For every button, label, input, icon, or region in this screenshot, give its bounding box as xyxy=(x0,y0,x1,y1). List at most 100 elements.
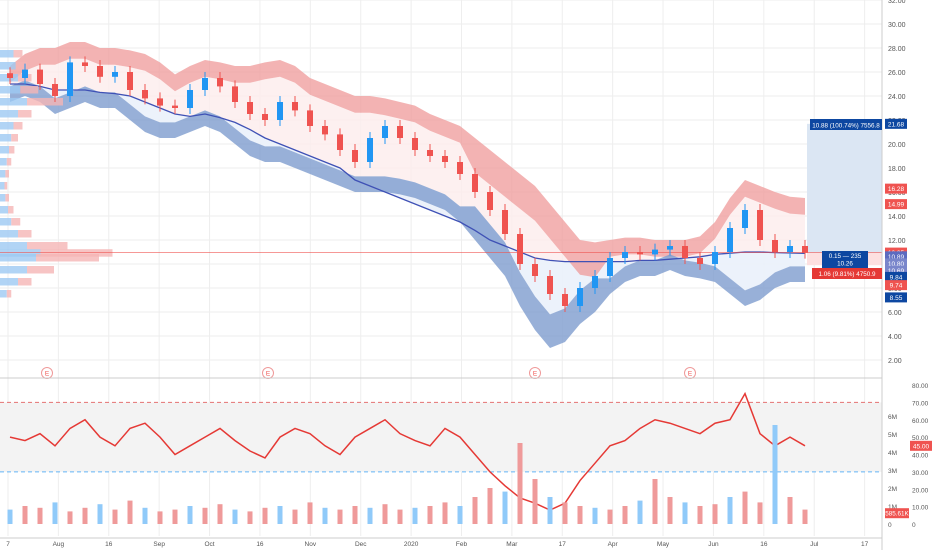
candle-body xyxy=(262,114,268,120)
candle-body xyxy=(742,210,748,228)
volume-bar xyxy=(592,507,598,524)
candle-body xyxy=(172,105,178,108)
volume-bar xyxy=(52,502,58,524)
price-tick-label: 24.00 xyxy=(888,94,906,101)
candle-body xyxy=(487,192,493,210)
time-tick-label: Jul xyxy=(810,541,819,548)
range-label-box xyxy=(822,251,868,268)
volume-profile-sell-bar xyxy=(27,242,68,250)
time-tick-label: Sep xyxy=(153,541,165,548)
earnings-marker-label: E xyxy=(45,371,50,378)
candle-body xyxy=(112,72,118,77)
volume-bar xyxy=(337,509,343,524)
volume-profile-sell-bar xyxy=(13,122,23,130)
volume-bar xyxy=(352,506,358,524)
volume-profile-buy-bar xyxy=(0,230,18,238)
candle-body xyxy=(307,110,313,126)
volume-bar xyxy=(742,491,748,524)
volume-profile-sell-bar xyxy=(8,206,14,214)
price-tick-label: 4.00 xyxy=(888,334,902,341)
candle-body xyxy=(277,102,283,120)
candle-body xyxy=(607,258,613,276)
volume-bar xyxy=(232,509,238,524)
rsi-tick-label: 20.00 xyxy=(912,487,929,494)
price-tick-label: 26.00 xyxy=(888,70,906,77)
price-axis-value-box xyxy=(885,258,907,269)
price-axis-value: 9.74 xyxy=(890,283,903,290)
projection-bottom-label: 1.06 (9.81%) 4750.9 xyxy=(818,271,876,278)
volume-bar xyxy=(547,497,553,524)
price-tick-label: 12.00 xyxy=(888,238,906,245)
volume-bar xyxy=(292,509,298,524)
volume-profile-buy-bar xyxy=(0,62,16,70)
volume-bar xyxy=(97,504,103,524)
volume-profile-buy-bar xyxy=(0,242,27,250)
volume-bar xyxy=(712,504,718,524)
volume-bar xyxy=(622,506,628,524)
candle-body xyxy=(37,69,43,84)
volume-tick-label: 5M xyxy=(888,432,897,439)
price-axis-value-box xyxy=(885,118,907,129)
candle-body xyxy=(232,86,238,102)
candle-body xyxy=(97,66,103,77)
time-tick-label: 16 xyxy=(105,541,113,548)
candle-body xyxy=(427,150,433,156)
candle-body xyxy=(67,62,73,96)
time-tick-label: 17 xyxy=(559,541,567,548)
candle-body xyxy=(517,234,523,264)
time-tick-label: Nov xyxy=(305,541,317,548)
volume-bar xyxy=(202,507,208,524)
volume-bar xyxy=(307,502,313,524)
rsi-tick-label: 60.00 xyxy=(912,418,929,425)
candle-body xyxy=(547,276,553,294)
volume-tick-label: 3M xyxy=(888,468,897,475)
volume-profile-buy-bar xyxy=(0,86,21,94)
time-tick-label: 16 xyxy=(256,541,264,548)
rsi-tick-label: 40.00 xyxy=(912,453,929,460)
candle-body xyxy=(637,252,643,255)
price-axis-value: 14.99 xyxy=(888,202,905,209)
volume-bar xyxy=(472,497,478,524)
volume-profile-sell-bar xyxy=(36,254,99,262)
candle-body xyxy=(712,252,718,264)
candle-body xyxy=(592,276,598,288)
volume-profile-buy-bar xyxy=(0,206,9,214)
volume-bar xyxy=(157,511,163,524)
volume-bar xyxy=(667,497,673,524)
volume-profile-buy-bar xyxy=(0,110,18,118)
candle-body xyxy=(802,246,808,253)
volume-profile-sell-bar xyxy=(18,110,32,118)
time-tick-label: Jun xyxy=(708,541,719,548)
volume-bar xyxy=(772,425,778,524)
volume-bar xyxy=(142,507,148,524)
volume-bar xyxy=(112,509,118,524)
candle-body xyxy=(7,73,13,78)
range-label-line2: 10.26 xyxy=(837,261,853,268)
time-tick-label: Apr xyxy=(608,541,619,548)
candle-body xyxy=(652,249,658,255)
volume-bar xyxy=(247,511,253,524)
candle-body xyxy=(382,126,388,138)
volume-bar xyxy=(217,504,223,524)
volume-profile-sell-bar xyxy=(18,230,32,238)
volume-bar xyxy=(7,509,13,524)
volume-profile-buy-bar xyxy=(0,170,6,178)
volume-tick-label: 0 xyxy=(888,522,892,529)
candle-body xyxy=(202,78,208,90)
price-axis-value-box xyxy=(885,271,907,282)
volume-bar xyxy=(22,506,28,524)
time-tick-label: Dec xyxy=(355,541,367,548)
candle-body xyxy=(127,72,133,90)
candle-body xyxy=(142,90,148,99)
candle-body xyxy=(367,138,373,162)
volume-profile-sell-bar xyxy=(4,182,8,190)
volume-bar xyxy=(517,443,523,524)
candle-body xyxy=(622,252,628,258)
candle-body xyxy=(682,246,688,258)
price-tick-label: 32.00 xyxy=(888,0,906,5)
volume-profile-sell-bar xyxy=(5,170,9,178)
volume-profile-sell-bar xyxy=(20,86,39,94)
volume-profile-sell-bar xyxy=(13,50,23,58)
price-tick-label: 20.00 xyxy=(888,142,906,149)
volume-tick-label: 1M xyxy=(888,504,897,511)
